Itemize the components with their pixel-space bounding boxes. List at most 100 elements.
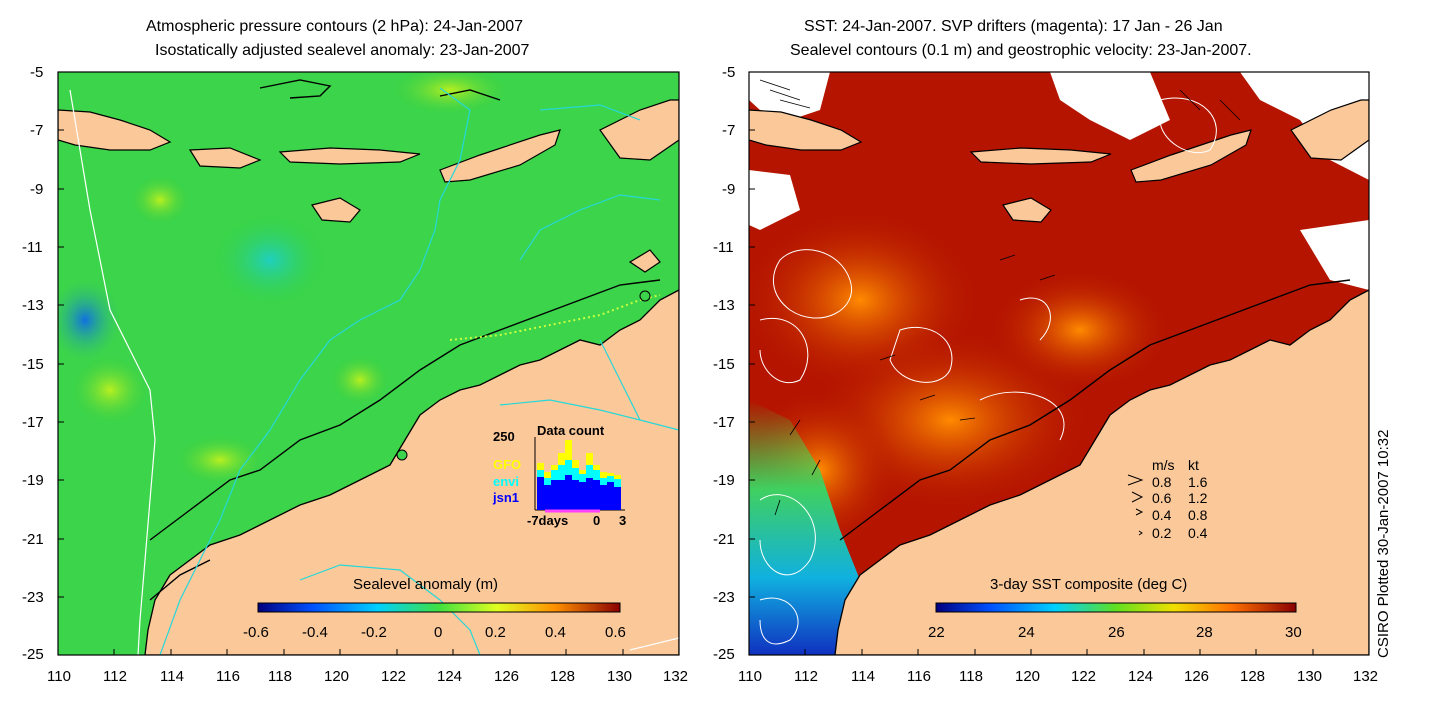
island-java bbox=[58, 109, 172, 151]
left-y-tick: -19 bbox=[22, 472, 44, 489]
inset-legend-jsn1: jsn1 bbox=[493, 490, 520, 505]
bathymetry-contour-right bbox=[839, 279, 1351, 541]
island-rote bbox=[628, 249, 661, 273]
left-x-tick: 124 bbox=[437, 668, 463, 685]
right-title-line1: SST: 24-Jan-2007. SVP drifters (magenta)… bbox=[804, 18, 1223, 35]
anomaly-low-blob bbox=[215, 215, 325, 305]
sst-cool-water bbox=[749, 400, 870, 655]
velocity-legend-kt: 1.2 bbox=[1188, 490, 1208, 506]
right-x-tick: 112 bbox=[794, 668, 818, 685]
inset-ymax: 250 bbox=[493, 429, 515, 444]
anomaly-colorbar-tick: 0.2 bbox=[485, 624, 506, 641]
left-x-tick: 130 bbox=[607, 668, 633, 685]
island-java-right bbox=[749, 109, 863, 151]
data-count-inset bbox=[534, 437, 625, 513]
right-y-tick: -15 bbox=[713, 356, 735, 373]
sst-orange-region bbox=[990, 270, 1170, 390]
sst-colorbar-tick: 22 bbox=[928, 624, 945, 641]
right-x-tick: 116 bbox=[907, 668, 931, 685]
sst-colorbar-tick: 26 bbox=[1108, 624, 1125, 641]
velocity-legend-ms: 0.2 bbox=[1152, 525, 1172, 541]
right-x-tick: 124 bbox=[1128, 668, 1154, 685]
left-x-ticks bbox=[113, 649, 624, 655]
right-title-line2: Sealevel contours (0.1 m) and geostrophi… bbox=[790, 42, 1252, 59]
right-x-tick: 126 bbox=[1184, 668, 1210, 685]
inset-legend-envi: envi bbox=[493, 474, 520, 489]
plot-credit: CSIRO Plotted 30-Jan-2007 10:32 bbox=[1375, 429, 1392, 658]
left-x-tick: 112 bbox=[103, 668, 127, 685]
right-x-tick: 130 bbox=[1297, 668, 1323, 685]
right-x-tick: 122 bbox=[1071, 668, 1097, 685]
australia-land-left bbox=[144, 289, 679, 655]
sst-colorbar-tick: 28 bbox=[1196, 624, 1213, 641]
inset-xlabel: -7days bbox=[527, 513, 569, 528]
island-flores bbox=[278, 147, 421, 165]
left-y-tick: -11 bbox=[22, 239, 43, 256]
island-sumba bbox=[311, 197, 361, 223]
right-y-tick: -9 bbox=[722, 181, 736, 198]
velocity-legend-kt: 0.4 bbox=[1188, 525, 1208, 541]
left-x-tick: 122 bbox=[381, 668, 407, 685]
right-x-tick: 128 bbox=[1240, 668, 1266, 685]
bathymetry-contour bbox=[149, 79, 661, 601]
anomaly-colorbar bbox=[257, 602, 621, 613]
velocity-legend-ms: 0.4 bbox=[1152, 507, 1172, 523]
anomaly-high-blob bbox=[175, 435, 265, 485]
velocity-legend-header-ms: m/s bbox=[1152, 457, 1175, 473]
left-y-ticks bbox=[58, 71, 64, 598]
island-timor-right bbox=[1130, 129, 1252, 183]
sealevel-contours bbox=[759, 97, 1217, 645]
left-y-tick: -5 bbox=[30, 64, 44, 81]
pressure-contour-white bbox=[69, 89, 679, 655]
right-y-tick: -25 bbox=[713, 646, 735, 663]
left-y-tick: -17 bbox=[22, 414, 44, 431]
left-y-tick: -23 bbox=[22, 589, 44, 606]
right-x-tick: 114 bbox=[851, 668, 875, 685]
right-x-tick: 120 bbox=[1015, 668, 1041, 685]
sealevel-contour-dotted bbox=[449, 294, 661, 341]
sst-colorbar bbox=[935, 602, 1297, 613]
sst-colorbar-label: 3-day SST composite (deg C) bbox=[990, 576, 1188, 593]
left-x-tick: 132 bbox=[663, 668, 689, 685]
island-lesser-sunda bbox=[188, 147, 262, 169]
sst-colorbar-tick: 24 bbox=[1018, 624, 1035, 641]
right-x-tick: 118 bbox=[959, 668, 983, 685]
anomaly-colorbar-tick: -0.2 bbox=[361, 624, 387, 641]
right-y-tick: -17 bbox=[713, 414, 735, 431]
anomaly-high-blob bbox=[70, 355, 150, 425]
right-x-tick: 132 bbox=[1353, 668, 1379, 685]
velocity-vectors bbox=[759, 79, 1241, 516]
island-timor bbox=[439, 129, 561, 183]
drifter-marker bbox=[639, 290, 651, 302]
anomaly-colorbar-label: Sealevel anomaly (m) bbox=[353, 576, 499, 593]
anomaly-high-blob bbox=[130, 175, 190, 225]
island-sumba-right bbox=[1002, 197, 1052, 223]
left-x-tick: 116 bbox=[216, 668, 240, 685]
anomaly-colorbar-tick: -0.6 bbox=[243, 624, 269, 641]
left-x-tick: 128 bbox=[550, 668, 576, 685]
left-y-tick: -21 bbox=[22, 531, 44, 548]
anomaly-colorbar-tick: -0.4 bbox=[302, 624, 328, 641]
sst-colorbar-tick: 30 bbox=[1285, 624, 1302, 641]
left-x-tick: 120 bbox=[324, 668, 350, 685]
anomaly-colorbar-tick: 0.6 bbox=[605, 624, 626, 641]
island-tanimbar bbox=[599, 99, 679, 161]
right-x-ticks bbox=[804, 649, 1314, 655]
velocity-legend-kt: 0.8 bbox=[1188, 507, 1208, 523]
anomaly-colorbar-tick: 0 bbox=[434, 624, 443, 641]
drifter-marker bbox=[396, 449, 408, 461]
right-y-tick: -11 bbox=[713, 239, 734, 256]
island-tanimbar-right bbox=[1290, 99, 1369, 161]
velocity-legend-arrows bbox=[1127, 474, 1144, 536]
data-count-bars bbox=[537, 440, 621, 510]
left-y-tick: -7 bbox=[30, 122, 44, 139]
right-y-tick: -21 bbox=[713, 531, 735, 548]
left-y-tick: -25 bbox=[22, 646, 44, 663]
inset-legend-gfo: GFO bbox=[493, 457, 522, 472]
velocity-legend-ms: 0.6 bbox=[1152, 490, 1172, 506]
anomaly-high-blob bbox=[330, 355, 390, 405]
left-y-tick: -9 bbox=[30, 181, 44, 198]
right-map bbox=[749, 72, 1369, 655]
right-y-tick: -19 bbox=[713, 472, 735, 489]
inset-title: Data count bbox=[537, 423, 605, 438]
